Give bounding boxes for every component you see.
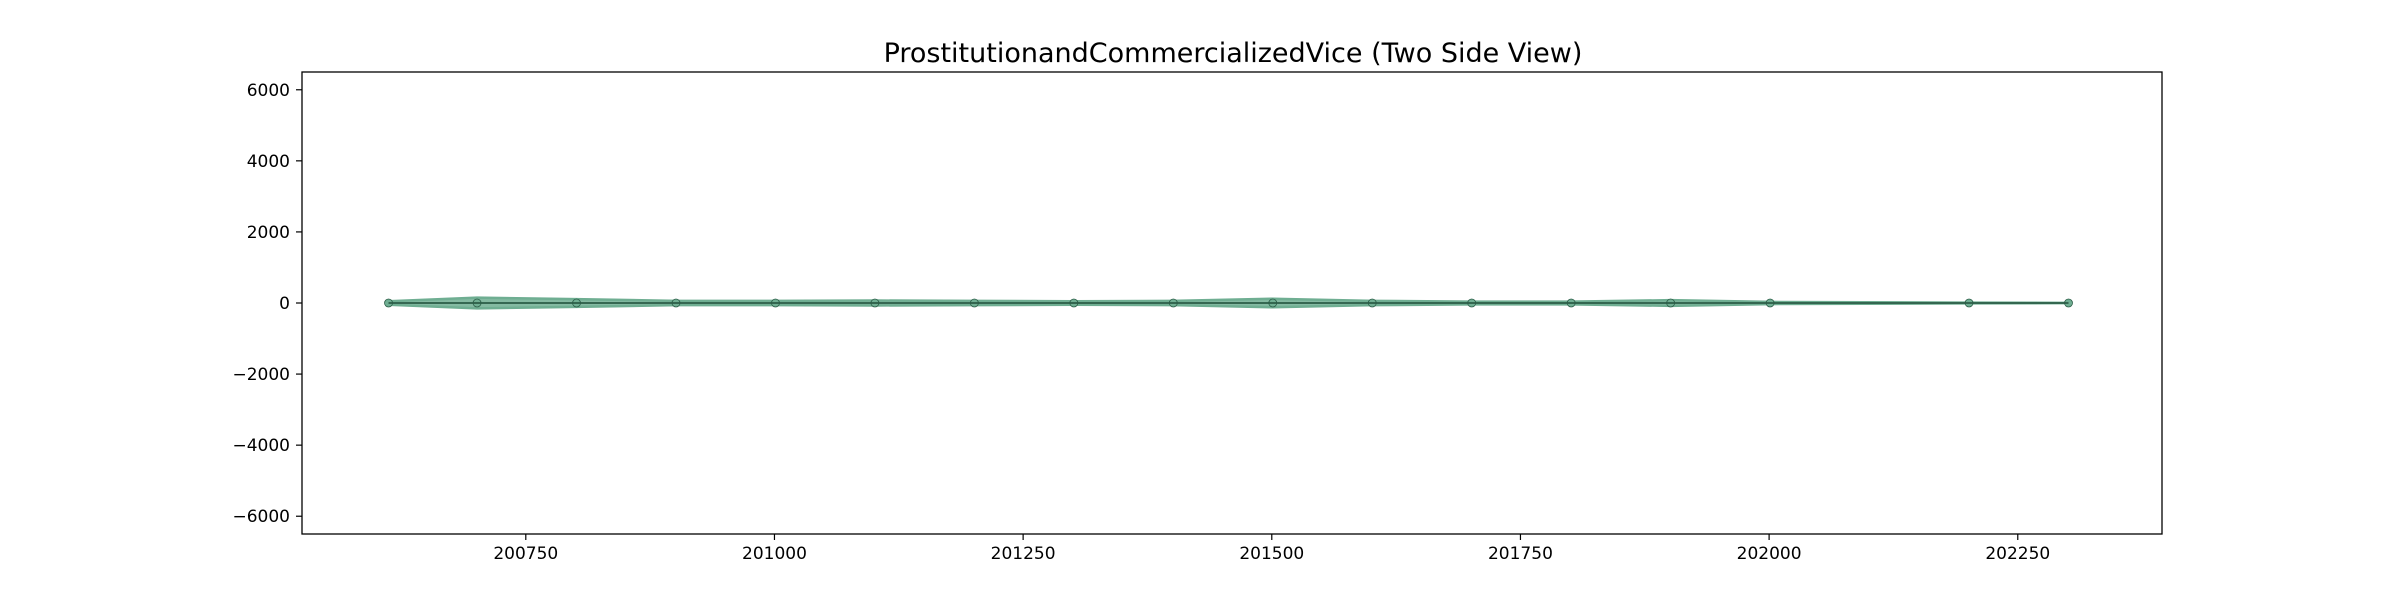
x-tick-label: 202250 — [1985, 544, 2050, 564]
y-tick-label: −4000 — [232, 436, 290, 456]
chart-title: ProstitutionandCommercializedVice (Two S… — [884, 38, 1583, 69]
x-tick-label: 201500 — [1239, 544, 1304, 564]
x-tick-label: 200750 — [493, 544, 558, 564]
y-tick-label: 0 — [279, 294, 290, 314]
plot-frame — [301, 71, 2163, 535]
y-axis: 6000 4000 2000 0 −2000 −4000 −6000 — [232, 81, 302, 527]
x-tick-label: 201000 — [742, 544, 807, 564]
x-tick-label: 201750 — [1488, 544, 1553, 564]
plot-area — [384, 296, 2073, 310]
y-tick-label: 4000 — [247, 152, 290, 172]
y-tick-label: −2000 — [232, 365, 290, 385]
y-tick-label: 2000 — [247, 223, 290, 243]
y-tick-label: −6000 — [232, 507, 290, 527]
x-tick-label: 202000 — [1737, 544, 1802, 564]
x-tick-label: 201250 — [991, 544, 1056, 564]
y-tick-label: 6000 — [247, 81, 290, 101]
x-axis: 200750 201000 201250 201500 201750 202000 2022… — [493, 534, 2050, 564]
